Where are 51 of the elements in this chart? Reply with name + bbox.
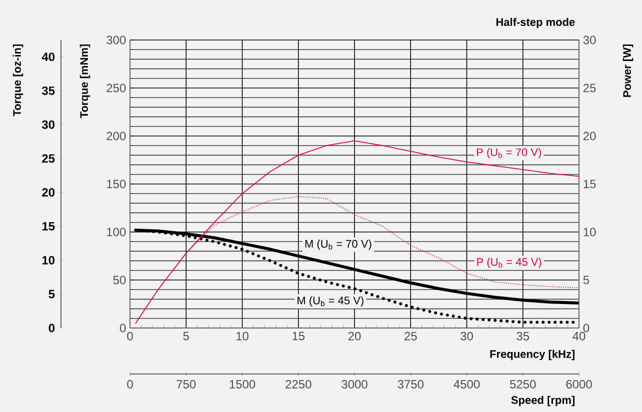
y3-tick-label: 35 bbox=[42, 86, 55, 95]
y-tick-label: 0 bbox=[120, 324, 126, 332]
series-label: P (U$_{b}$ = 70 V) bbox=[476, 148, 541, 158]
x-tick-label: 5 bbox=[183, 332, 189, 340]
x-tick-label: 0 bbox=[127, 332, 133, 340]
x-tick-label: 25 bbox=[404, 332, 417, 340]
x2-tick-label: 3750 bbox=[398, 380, 424, 388]
series-label: M (U$_{b}$ = 70 V) bbox=[305, 240, 372, 250]
x-tick-label: 10 bbox=[236, 332, 248, 340]
x2-tick-label: 6000 bbox=[566, 380, 592, 388]
y-tick-label: 100 bbox=[107, 228, 126, 236]
x2-tick-label: 5250 bbox=[510, 380, 536, 388]
x-tick-label: 40 bbox=[572, 332, 586, 340]
x-tick-label: 30 bbox=[460, 332, 473, 340]
y-tick-label: 200 bbox=[106, 132, 126, 140]
series-label: P (U$_{b}$ = 45 V) bbox=[477, 258, 542, 268]
x2-tick-label: 2250 bbox=[286, 380, 312, 388]
y2-tick-label: 10 bbox=[584, 228, 596, 236]
y-tick-label: 250 bbox=[106, 84, 126, 92]
y3-axis-title: Torque [oz-in] bbox=[12, 44, 24, 116]
y2-tick-label: 0 bbox=[583, 324, 590, 332]
x2-tick-label: 3000 bbox=[342, 380, 368, 388]
y3-tick-label: 0 bbox=[48, 324, 55, 332]
y2-axis-title: Power [W] bbox=[622, 44, 634, 97]
y2-tick-label: 25 bbox=[583, 84, 596, 92]
x2-axis-title: Speed [rpm] bbox=[511, 396, 575, 406]
y3-tick-label: 30 bbox=[42, 120, 55, 129]
y3-tick-label: 25 bbox=[42, 154, 55, 163]
y2-tick-label: 15 bbox=[584, 180, 596, 188]
y3-tick-label: 10 bbox=[42, 256, 55, 264]
y2-tick-label: 30 bbox=[583, 36, 596, 44]
x-tick-label: 35 bbox=[516, 332, 530, 340]
legend-label: M (U$_{b}$ = 45 V) bbox=[298, 296, 364, 307]
x2-tick-label: 750 bbox=[176, 380, 196, 388]
x-tick-label: 15 bbox=[292, 332, 305, 340]
y-tick-label: 150 bbox=[107, 180, 126, 188]
y3-tick-label: 40 bbox=[42, 52, 55, 62]
x2-tick-label: 4500 bbox=[454, 380, 480, 388]
x2-tick-label: 0 bbox=[127, 380, 133, 388]
y-tick-label: 300 bbox=[106, 36, 126, 44]
chart-subtitle: Half-step mode bbox=[496, 18, 575, 28]
y-axis-title: Torque [mNm] bbox=[80, 44, 90, 118]
y2-tick-label: 5 bbox=[583, 276, 590, 284]
y2-tick-label: 20 bbox=[583, 132, 596, 140]
y3-tick-label: 20 bbox=[42, 188, 55, 197]
x2-tick-label: 1500 bbox=[230, 380, 256, 388]
y3-tick-label: 5 bbox=[48, 290, 55, 298]
y3-tick-label: 15 bbox=[42, 222, 55, 230]
x-tick-label: 20 bbox=[348, 332, 361, 340]
y-tick-label: 50 bbox=[113, 276, 126, 284]
x-axis-title: Frequency [kHz] bbox=[490, 350, 575, 360]
